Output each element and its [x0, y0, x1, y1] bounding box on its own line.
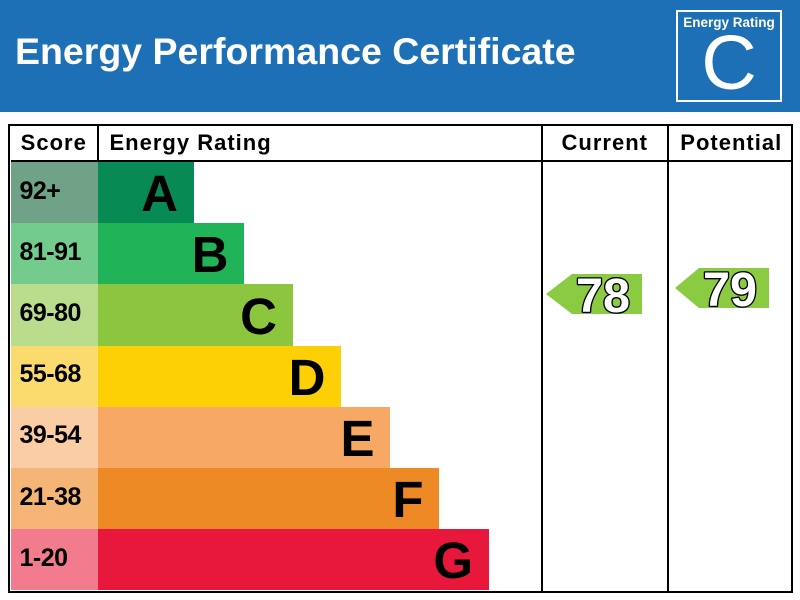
svg-text:78: 78: [576, 269, 630, 323]
svg-text:79: 79: [703, 263, 757, 317]
